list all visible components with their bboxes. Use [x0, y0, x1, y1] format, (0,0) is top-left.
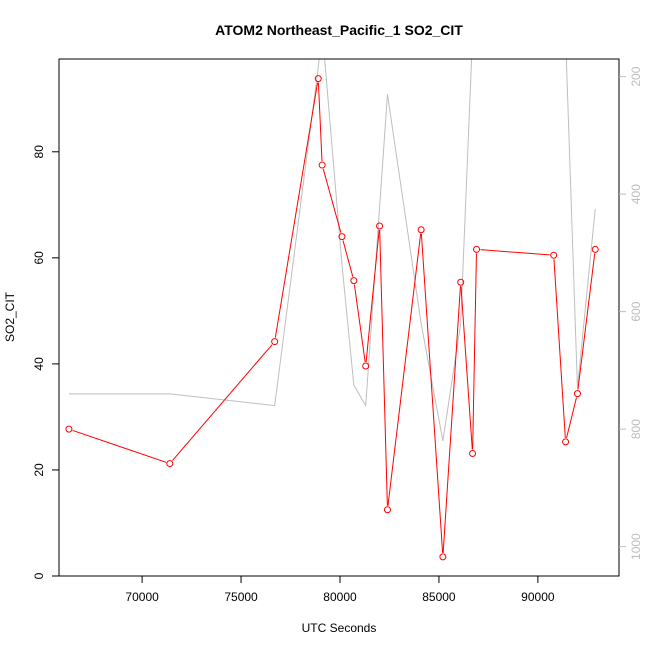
- data-point: [166, 460, 174, 468]
- y-axis: 0 20 40 60 80: [32, 145, 59, 579]
- data-point: [457, 278, 465, 286]
- y-tick-label: 80: [32, 145, 46, 159]
- y-tick-label: 60: [32, 251, 46, 265]
- series-primary-segment: [274, 82, 319, 338]
- data-point: [417, 226, 425, 234]
- series-primary-segment: [553, 259, 566, 438]
- data-point: [473, 245, 481, 253]
- series-primary-segment: [420, 233, 444, 553]
- series-primary-segment: [172, 344, 273, 461]
- series-primary-segment: [472, 253, 477, 450]
- series-primary-line: [65, 75, 599, 561]
- data-point: [383, 506, 391, 514]
- data-point: [562, 438, 570, 446]
- x-tick-label: 80000: [323, 590, 357, 604]
- series-secondary-line: [68, 59, 596, 441]
- y2-axis: 200 400 600 800 1000: [619, 66, 643, 560]
- y-tick-label: 40: [32, 357, 46, 371]
- series-primary-segment: [387, 233, 422, 506]
- series-primary-segment: [480, 249, 550, 256]
- data-point: [65, 425, 73, 433]
- x-tick-label: 85000: [422, 590, 456, 604]
- data-point: [362, 362, 370, 370]
- series-primary-segment: [353, 284, 366, 363]
- plot-frame: [58, 58, 620, 577]
- data-point: [314, 75, 322, 83]
- x-axis: 70000 75000 80000 85000 90000: [125, 576, 555, 604]
- data-point: [376, 222, 384, 230]
- x-tick-label: 75000: [224, 590, 258, 604]
- data-point: [469, 450, 477, 458]
- data-point: [550, 251, 558, 259]
- x-tick-label: 70000: [125, 590, 159, 604]
- series-secondary-path: [68, 59, 596, 441]
- data-point: [271, 338, 279, 346]
- series-primary-segment: [379, 230, 388, 506]
- series-primary-segment: [577, 253, 596, 390]
- data-point: [439, 553, 447, 561]
- data-point: [338, 233, 346, 241]
- series-primary-segment: [460, 286, 473, 450]
- y-tick-label: 0: [32, 572, 46, 579]
- chart-title: ATOM2 Northeast_Pacific_1 SO2_CIT: [215, 22, 463, 38]
- series-primary-segment: [317, 82, 323, 162]
- series-primary-segment: [566, 397, 577, 439]
- series-primary-segment: [72, 429, 167, 463]
- y2-tick-label: 1000: [629, 533, 643, 560]
- y2-tick-label: 600: [629, 301, 643, 321]
- series-primary-segment: [322, 168, 342, 233]
- x-axis-label: UTC Seconds: [302, 621, 377, 635]
- y2-tick-label: 200: [629, 66, 643, 86]
- x-tick-label: 90000: [521, 590, 555, 604]
- data-point: [573, 390, 581, 398]
- y-axis-label: SO2_CIT: [3, 291, 17, 342]
- data-point: [350, 277, 358, 285]
- data-point: [591, 245, 599, 253]
- series-primary-segment: [365, 229, 380, 363]
- y-tick-label: 20: [32, 463, 46, 477]
- series-primary-segment: [342, 240, 354, 277]
- y2-tick-label: 800: [629, 419, 643, 439]
- y2-tick-label: 400: [629, 184, 643, 204]
- data-point: [318, 161, 326, 169]
- series-primary-segment: [442, 286, 461, 553]
